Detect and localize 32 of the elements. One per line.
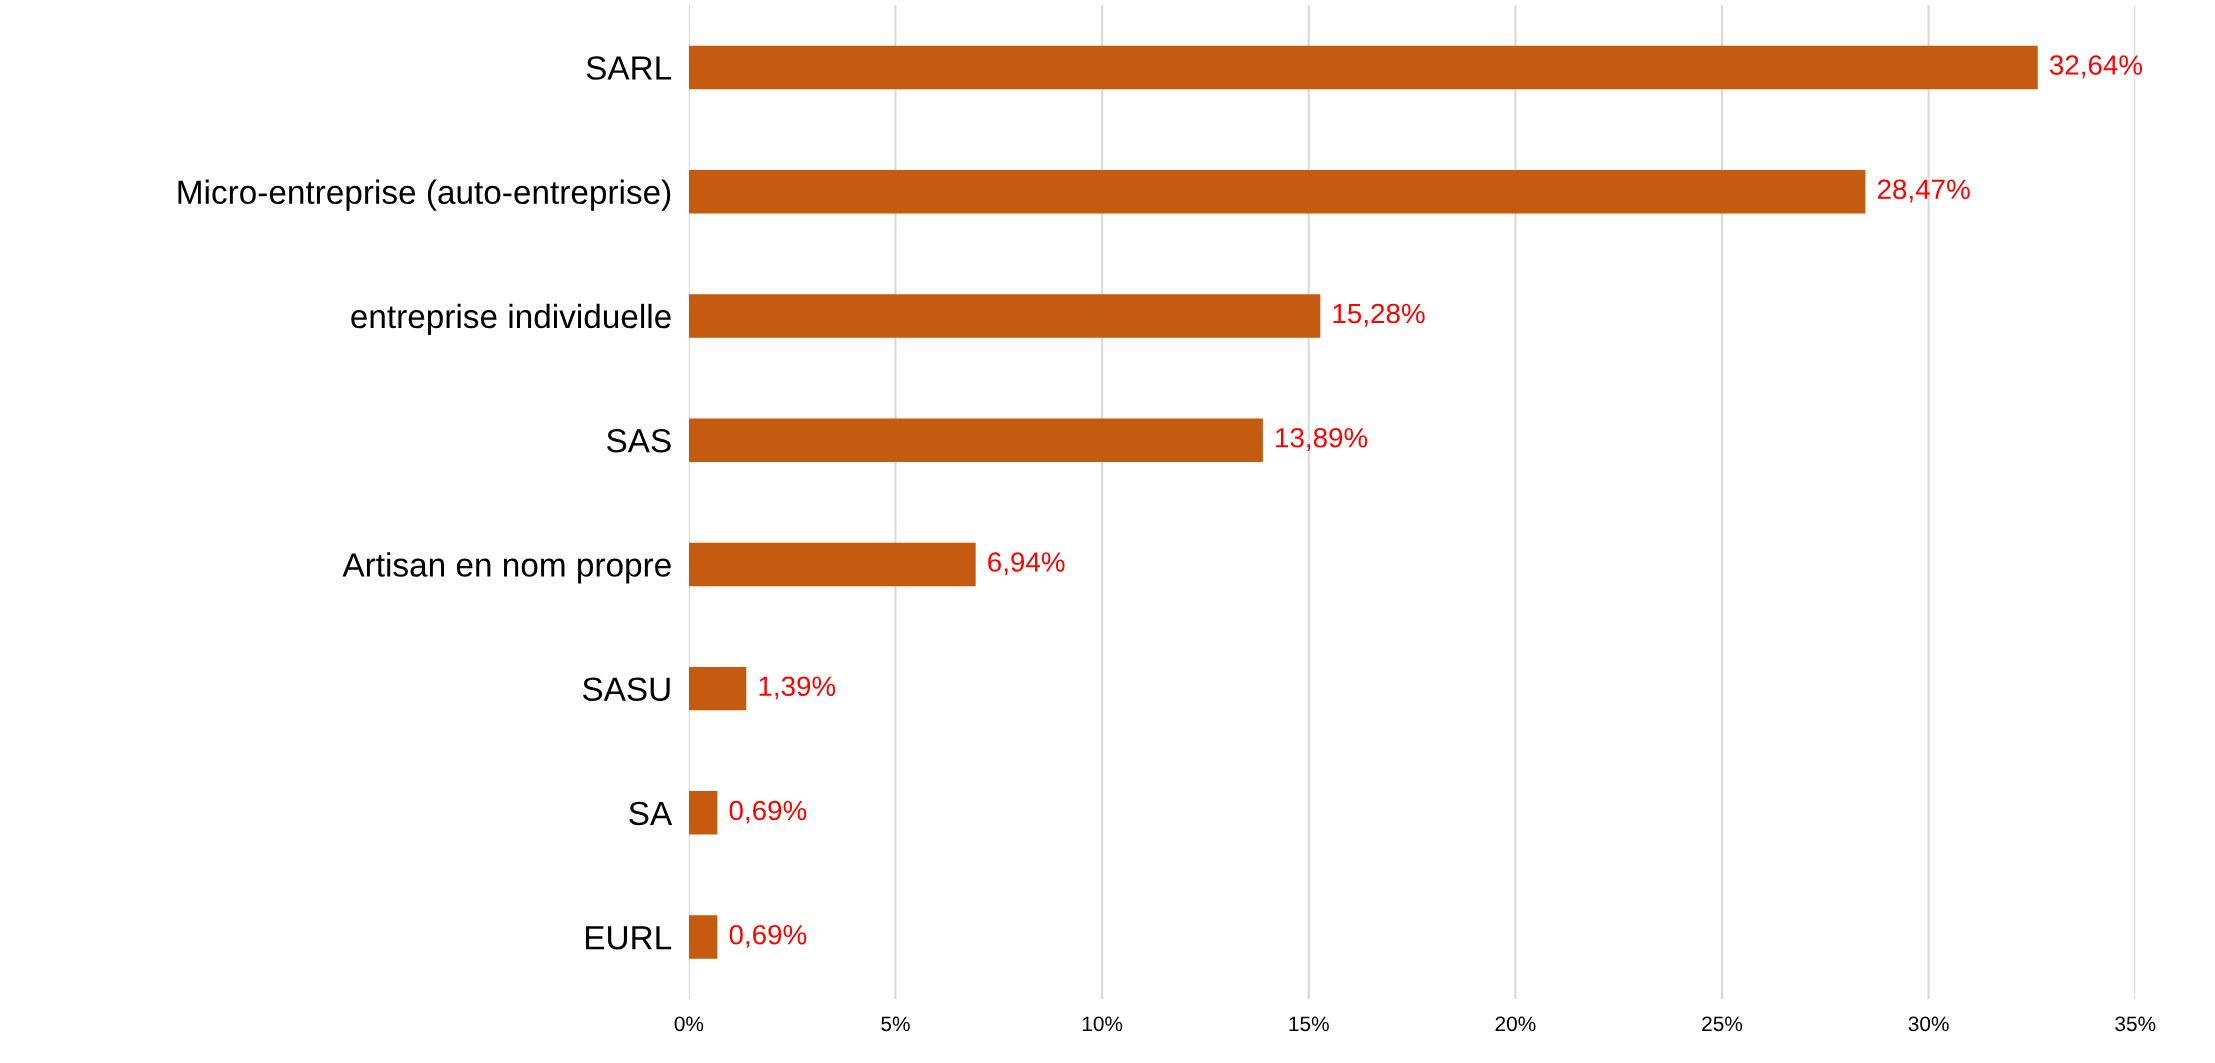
y-tick-label: SAS — [607, 428, 671, 453]
bar — [688, 45, 2038, 90]
bar — [688, 418, 1263, 462]
y-tick-label: Micro-entreprise (auto-entreprise) — [178, 179, 671, 211]
x-tick-label: 35% — [2115, 1016, 2156, 1032]
x-tick-label: 0% — [674, 1016, 704, 1032]
y-tick-label: SASU — [582, 677, 670, 702]
x-tick-label: 30% — [1908, 1016, 1949, 1032]
y-tick-label: EURL — [586, 926, 672, 950]
y-tick-label: SA — [629, 801, 673, 826]
data-label: 6,94% — [988, 552, 1065, 576]
data-label: 13,89% — [1276, 427, 1368, 451]
x-tick-label: 20% — [1495, 1016, 1536, 1032]
data-label: 28,47% — [1877, 179, 1970, 203]
y-tick-label: Artisan en nom propre — [342, 552, 671, 584]
x-tick-label: 15% — [1289, 1016, 1329, 1032]
y-tick-label: SARL — [586, 56, 672, 80]
x-tick-label: 25% — [1702, 1016, 1743, 1032]
bar — [688, 666, 747, 711]
x-tick-label: 10% — [1082, 1016, 1123, 1032]
data-label: 32,64% — [2049, 55, 2143, 79]
bar — [688, 542, 976, 587]
data-label: 0,69% — [729, 924, 807, 948]
bar — [688, 915, 718, 959]
bar — [688, 169, 1866, 214]
data-label: 15,28% — [1333, 303, 1425, 327]
data-label: 1,39% — [759, 676, 836, 700]
bar — [688, 294, 1321, 338]
data-label: 0,69% — [729, 800, 807, 824]
x-tick-label: 5% — [881, 1016, 910, 1032]
y-tick-label: entreprise individuelle — [351, 303, 671, 335]
bar — [688, 791, 718, 835]
